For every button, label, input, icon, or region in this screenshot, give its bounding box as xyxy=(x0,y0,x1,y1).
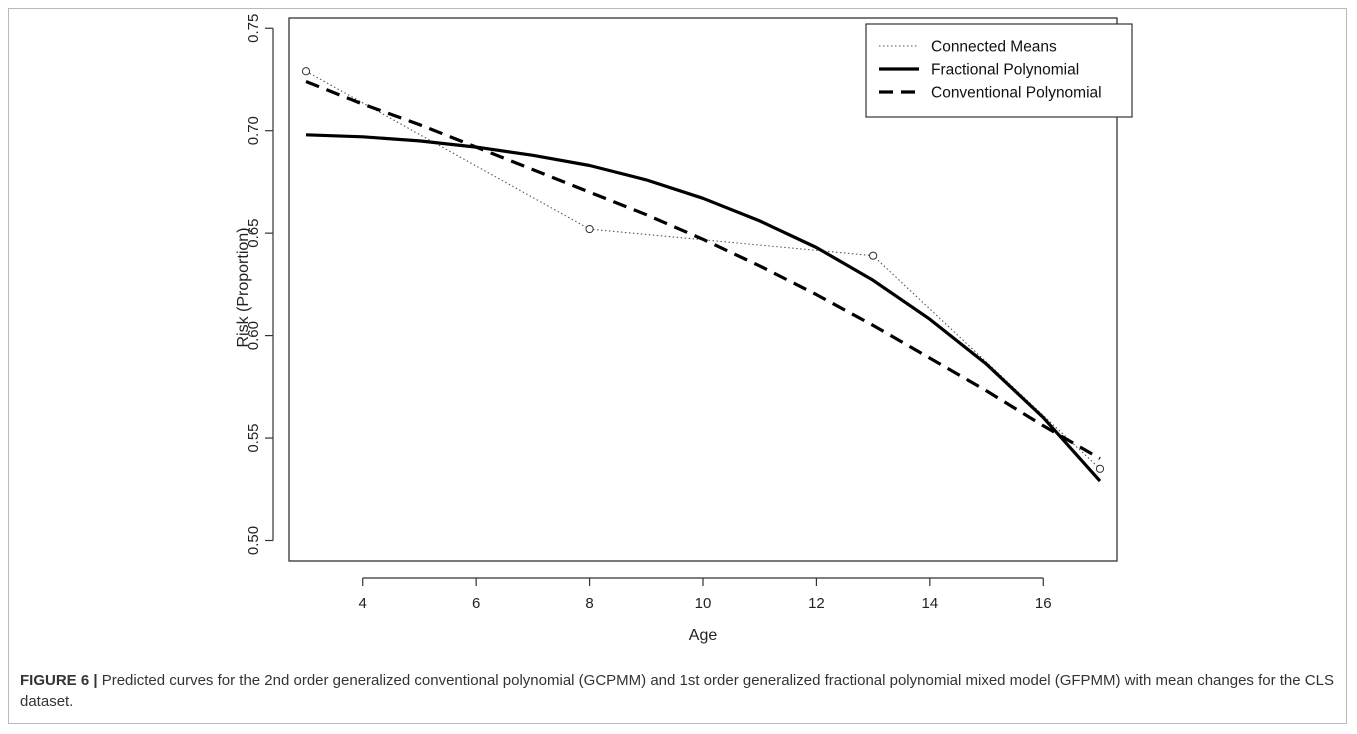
legend-label: Connected Means xyxy=(931,39,1057,56)
x-tick-label: 12 xyxy=(808,595,825,612)
series-line-2 xyxy=(305,80,1101,460)
x-tick-label: 10 xyxy=(695,595,712,612)
figure-caption: FIGURE 6 | Predicted curves for the 2nd … xyxy=(20,670,1335,712)
y-tick-label: 0.75 xyxy=(245,14,262,43)
x-tick-label: 16 xyxy=(1035,595,1052,612)
plot-area-border xyxy=(288,17,1118,562)
caption-label: FIGURE 6 | xyxy=(20,672,98,689)
x-tick-label: 8 xyxy=(585,595,593,612)
x-tick-label: 14 xyxy=(922,595,939,612)
figure-frame xyxy=(8,8,1347,724)
y-tick-label: 0.60 xyxy=(245,321,262,350)
y-tick-label: 0.70 xyxy=(245,116,262,145)
data-point-marker xyxy=(585,224,594,234)
series-line-0 xyxy=(305,70,1101,470)
data-point-marker xyxy=(1095,464,1105,473)
legend-label: Conventional Polynomial xyxy=(931,85,1102,102)
y-tick-label: 0.50 xyxy=(245,526,262,555)
x-axis-title: Age xyxy=(689,627,718,644)
series-line-1 xyxy=(305,133,1102,483)
data-point-marker xyxy=(869,251,878,260)
y-tick-label: 0.55 xyxy=(245,423,262,452)
data-point-marker xyxy=(301,67,311,76)
x-tick-label: 6 xyxy=(472,595,480,612)
y-axis-title: Risk (Proportion) xyxy=(235,227,252,347)
line-chart: 4 6 8 10 12 14 16 Age 0.50 0.55 0.60 0.65 0.70 0.75 Ri… xyxy=(235,14,1133,644)
y-tick-label: 0.65 xyxy=(245,219,262,248)
caption-text: Predicted curves for the 2nd order gener… xyxy=(20,672,1334,710)
legend-label: Fractional Polynomial xyxy=(931,62,1079,79)
x-tick-label: 4 xyxy=(359,595,367,612)
